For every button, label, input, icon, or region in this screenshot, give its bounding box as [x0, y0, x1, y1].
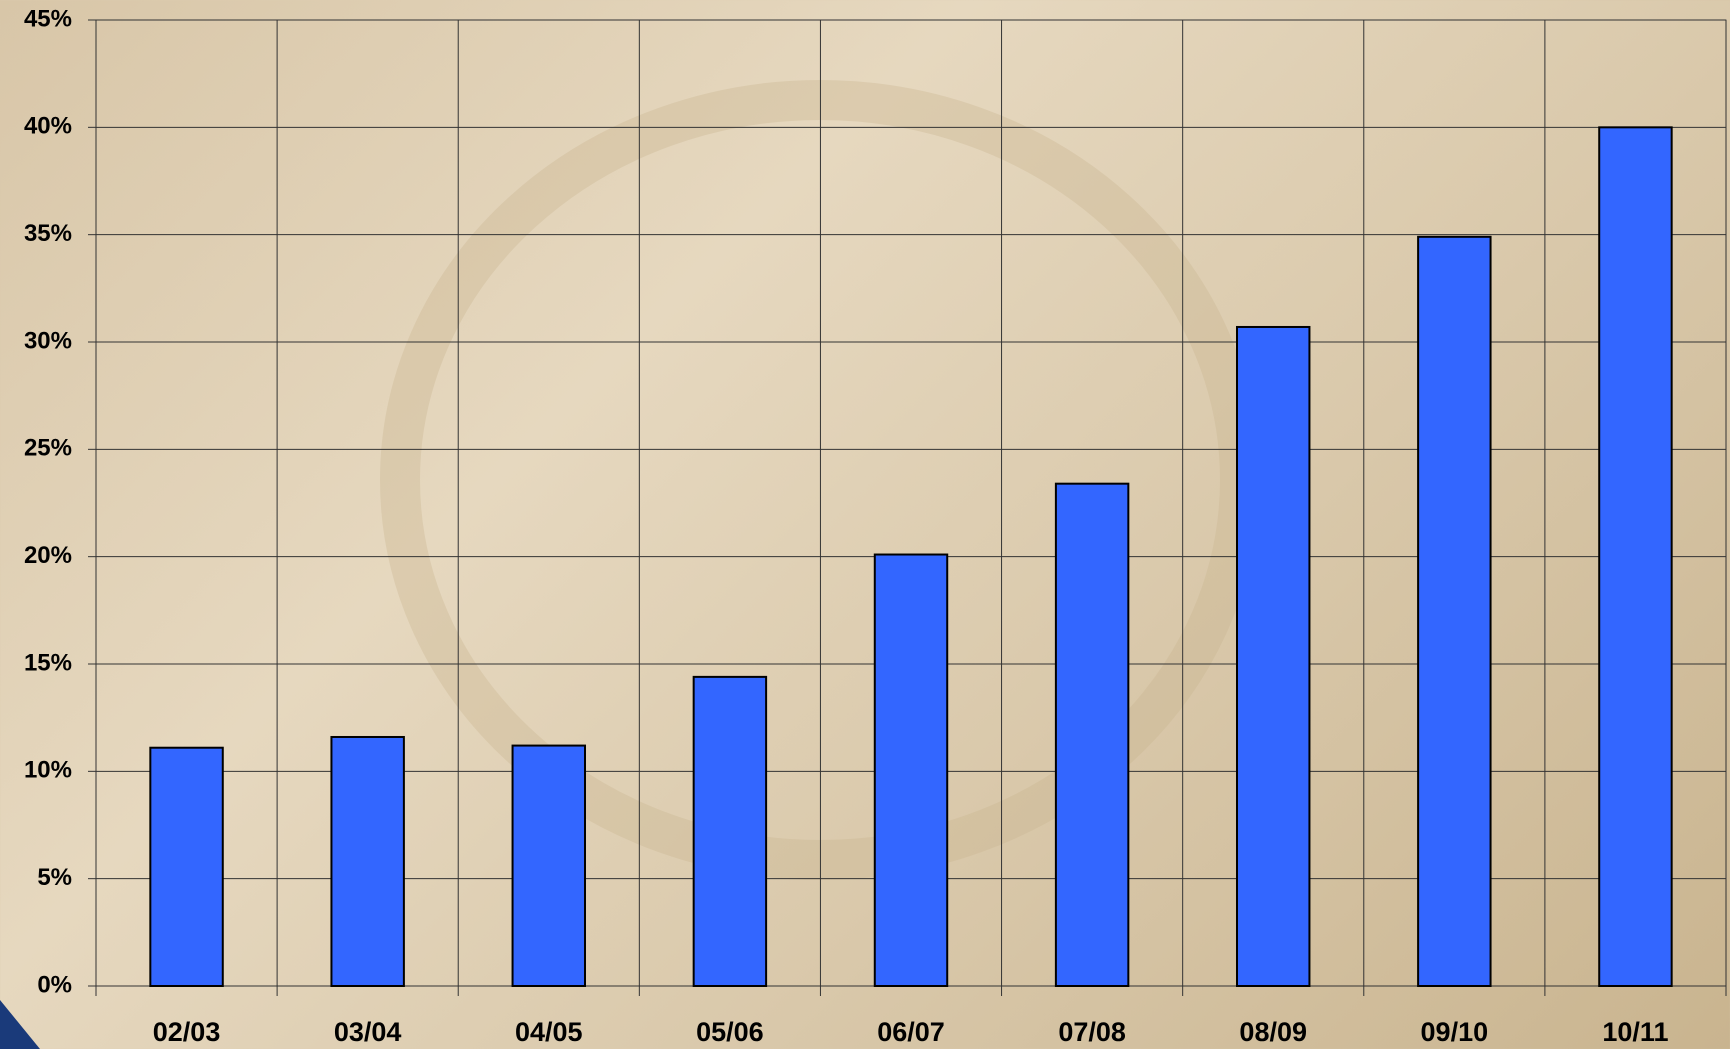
x-tick-label: 09/10 — [1421, 1017, 1489, 1047]
corner-decoration — [0, 1000, 40, 1049]
x-tick-label: 03/04 — [334, 1017, 402, 1047]
x-tick-label: 07/08 — [1058, 1017, 1126, 1047]
x-tick-label: 04/05 — [515, 1017, 583, 1047]
bar — [330, 735, 405, 988]
y-tick-label: 20% — [24, 542, 72, 569]
bar — [1236, 325, 1311, 987]
bar — [1598, 126, 1673, 988]
x-tick-label: 08/09 — [1239, 1017, 1307, 1047]
x-tick-label: 02/03 — [153, 1017, 221, 1047]
bar — [1054, 482, 1130, 987]
y-tick-label: 35% — [24, 220, 72, 247]
x-tick-label: 10/11 — [1602, 1017, 1668, 1047]
bar — [149, 746, 224, 987]
y-tick-label: 30% — [24, 327, 72, 354]
y-tick-label: 5% — [37, 864, 72, 891]
y-tick-label: 25% — [24, 435, 72, 462]
y-tick-label: 15% — [24, 649, 72, 676]
x-tick-label: 06/07 — [877, 1017, 945, 1047]
bar — [1417, 235, 1492, 987]
bar — [692, 675, 768, 987]
y-tick-label: 45% — [24, 5, 72, 32]
bar — [873, 553, 949, 988]
y-tick-label: 10% — [24, 757, 72, 784]
x-tick-label: 05/06 — [696, 1017, 764, 1047]
y-tick-label: 40% — [24, 113, 72, 140]
y-tick-label: 0% — [37, 971, 72, 998]
bar — [511, 744, 586, 987]
